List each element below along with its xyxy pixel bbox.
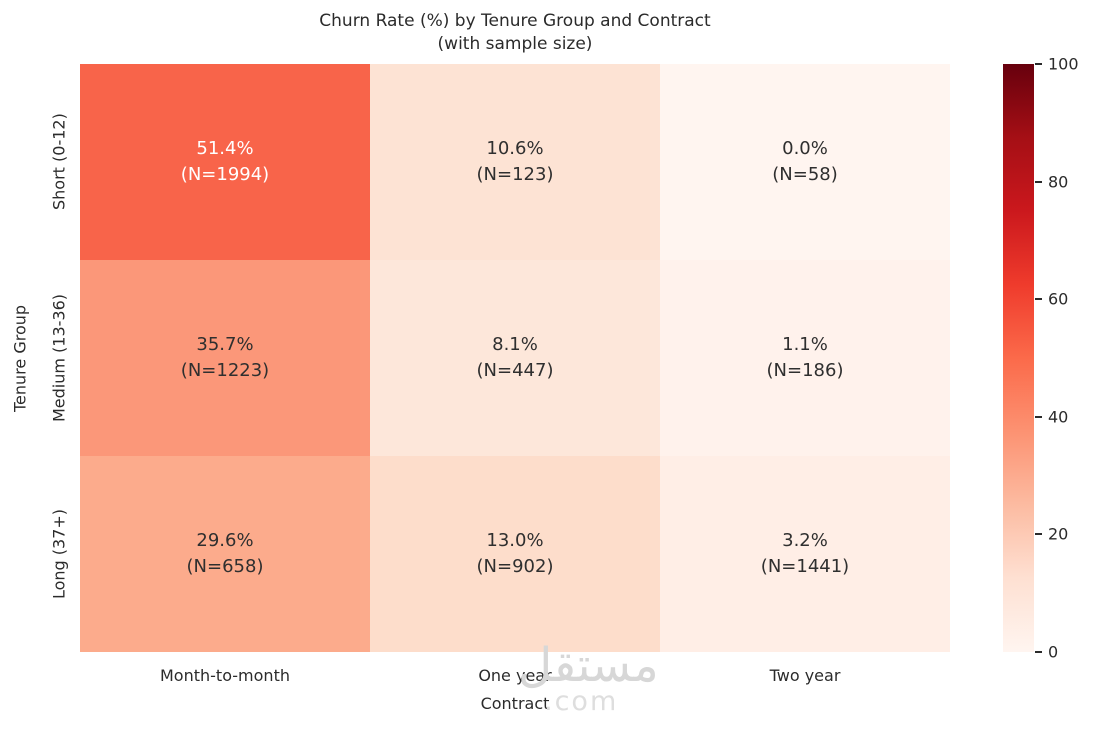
colorbar-tick-label: 0 xyxy=(1048,642,1059,662)
y-tick-label: Long (37+) xyxy=(49,508,69,600)
x-tick-labels: Month-to-month One year Two year xyxy=(80,666,950,688)
heatmap-cell: 3.2% (N=1441) xyxy=(660,456,950,652)
colorbar-tick-mark xyxy=(1035,298,1042,301)
colorbar-tick-mark xyxy=(1035,180,1042,183)
heatmap-cell: 51.4% (N=1994) xyxy=(80,64,370,260)
colorbar-tick-mark xyxy=(1035,415,1042,418)
chart-title-line1: Churn Rate (%) by Tenure Group and Contr… xyxy=(319,11,711,31)
heatmap-cell: 29.6% (N=658) xyxy=(80,456,370,652)
colorbar: 0 20 40 60 80 100 xyxy=(1003,55,1089,662)
colorbar-tick-label: 80 xyxy=(1048,172,1069,192)
x-tick-label: Two year xyxy=(769,666,841,685)
colorbar-gradient xyxy=(1003,64,1034,652)
colorbar-ticks: 0 20 40 60 80 100 xyxy=(1034,55,1089,662)
colorbar-tick-label: 40 xyxy=(1048,407,1069,427)
heatmap-cell: 0.0% (N=58) xyxy=(660,64,950,260)
heatmap-grid: 51.4% (N=1994) 10.6% (N=123) 0.0% (N=58) 35.7%… xyxy=(80,64,950,652)
x-tick-label: Month-to-month xyxy=(160,666,290,685)
colorbar-tick-label: 60 xyxy=(1048,289,1069,309)
colorbar-tick-mark xyxy=(1035,63,1042,65)
heatmap-cell: 35.7% (N=1223) xyxy=(80,260,370,456)
x-axis-label: Contract xyxy=(480,694,550,713)
colorbar-tick-mark xyxy=(1035,533,1042,536)
y-tick-labels: Short (0-12) Medium (13-36) Long (37+) xyxy=(44,64,74,652)
x-tick-label: One year xyxy=(478,666,552,685)
colorbar-tick-mark xyxy=(1035,651,1042,653)
heatmap-cell: 10.6% (N=123) xyxy=(370,64,660,260)
chart-title: Churn Rate (%) by Tenure Group and Contr… xyxy=(80,10,950,56)
heatmap-cell: 1.1% (N=186) xyxy=(660,260,950,456)
heatmap-cell: 13.0% (N=902) xyxy=(370,456,660,652)
colorbar-tick-label: 100 xyxy=(1048,54,1079,74)
heatmap-cell: 8.1% (N=447) xyxy=(370,260,660,456)
y-tick-label: Short (0-12) xyxy=(49,113,69,211)
colorbar-tick-label: 20 xyxy=(1048,524,1069,544)
y-axis-label: Tenure Group xyxy=(10,304,30,412)
y-tick-label: Medium (13-36) xyxy=(49,293,69,423)
chart-title-line2: (with sample size) xyxy=(437,34,593,54)
